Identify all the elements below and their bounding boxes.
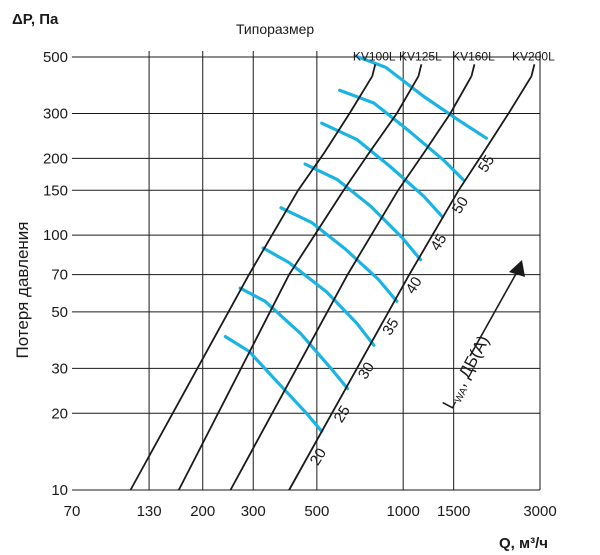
- sound-line-30: [261, 246, 376, 347]
- sound-line-45: [320, 121, 444, 219]
- svg-text:LWA, ДБ(А): LWA, ДБ(А): [439, 332, 496, 413]
- sound-axis-suffix: , ДБ(А): [451, 332, 493, 389]
- x-axis-title: Q, м³/ч: [499, 535, 548, 552]
- series-line-KV200L: [288, 75, 533, 491]
- y-axis-side-label: Потеря давления: [13, 221, 32, 358]
- y-tick-label: 150: [43, 182, 68, 199]
- sound-level-label: 45: [427, 231, 450, 254]
- sound-line-40: [303, 162, 423, 262]
- series-line-KV125L: [177, 75, 420, 491]
- sound-axis-arrow-shaft: [469, 271, 518, 357]
- y-axis-title: ΔP, Па: [12, 11, 59, 28]
- sound-level-label: 35: [379, 315, 402, 338]
- series-leader-KV160L: [470, 64, 476, 77]
- y-tick-label: 50: [51, 304, 68, 321]
- sound-level-label: 55: [475, 152, 498, 175]
- sound-axis-label: LWA, ДБ(А): [439, 332, 496, 413]
- series-header: Типоразмер: [236, 21, 314, 37]
- sound-level-label: 30: [355, 359, 378, 382]
- sound-level-lines: [223, 54, 488, 433]
- y-tick-label: 20: [51, 405, 68, 422]
- y-tick-label: 200: [43, 150, 68, 167]
- series-lines: [129, 64, 536, 491]
- series-line-KV100L: [129, 75, 373, 491]
- sound-level-label: 25: [331, 403, 354, 426]
- x-tick-label: 130: [137, 503, 162, 520]
- x-tick-label: 500: [304, 503, 329, 520]
- sound-line-55: [353, 54, 488, 140]
- sound-level-label: 40: [402, 274, 425, 297]
- sound-line-20: [223, 335, 324, 433]
- x-tick-label: 1000: [386, 503, 419, 520]
- sound-axis-arrow-head: [509, 260, 525, 277]
- y-tick-label: 100: [43, 227, 68, 244]
- series-leader-KV200L: [530, 64, 536, 77]
- y-tick-label: 300: [43, 106, 68, 123]
- sound-line-25: [238, 286, 350, 391]
- x-tick-label: 3000: [523, 503, 556, 520]
- x-tick-label: 1500: [437, 503, 470, 520]
- x-tick-label: 70: [64, 503, 81, 520]
- y-tick-label: 10: [51, 482, 68, 499]
- y-tick-label: 70: [51, 267, 68, 284]
- tick-labels: 70 130 200 300 500 1000 1500 3000 10 20 30 50 70 100 1…: [43, 49, 557, 520]
- series-label-KV200L: KV200L: [512, 49, 555, 63]
- series-label-KV125L: KV125L: [399, 49, 442, 63]
- series-label-KV100L: KV100L: [353, 49, 396, 63]
- sound-line-50: [338, 88, 465, 182]
- series-leader-KV100L: [371, 64, 377, 77]
- series-leader-KV125L: [417, 64, 423, 77]
- sound-level-label: 50: [449, 194, 472, 217]
- grid: [72, 51, 541, 491]
- sound-line-35: [279, 206, 399, 303]
- x-tick-label: 200: [190, 503, 215, 520]
- series-line-KV160L: [229, 75, 473, 491]
- series-label-KV160L: KV160L: [452, 49, 495, 63]
- y-tick-label: 500: [43, 49, 68, 66]
- y-tick-label: 30: [51, 360, 68, 377]
- x-tick-label: 300: [241, 503, 266, 520]
- sound-level-label: 20: [307, 445, 330, 468]
